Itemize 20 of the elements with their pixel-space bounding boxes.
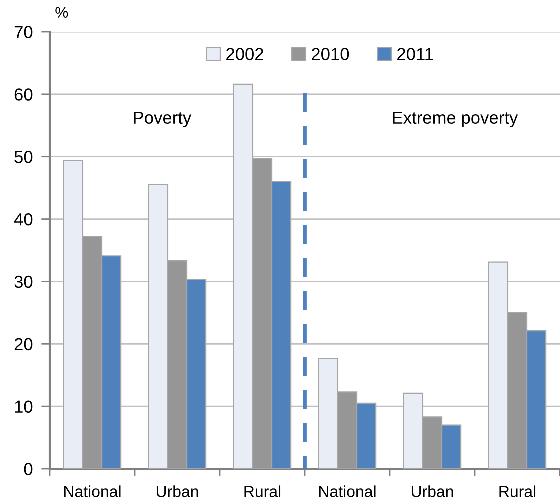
y-tick-label: 20 bbox=[14, 338, 33, 351]
x-tick-label: National bbox=[320, 486, 376, 498]
x-tick-label: Urban bbox=[156, 486, 198, 498]
legend-label: 2011 bbox=[398, 48, 434, 60]
y-tick-label: 70 bbox=[14, 26, 33, 38]
y-tick-label: 0 bbox=[24, 463, 33, 476]
y-tick-label: 50 bbox=[14, 151, 33, 164]
y-tick-label: 10 bbox=[15, 400, 33, 414]
x-tick-label: Rural bbox=[500, 486, 536, 498]
annotation: Extreme poverty bbox=[393, 112, 518, 128]
legend-label: 2002 bbox=[226, 48, 264, 60]
x-tick-label: Urban bbox=[412, 486, 454, 498]
y-tick-label: 60 bbox=[14, 88, 33, 101]
y-tick-label: 30 bbox=[14, 276, 33, 288]
x-tick-label: National bbox=[64, 486, 121, 498]
x-tick-label: Rural bbox=[244, 486, 281, 498]
y-tick-label: 40 bbox=[14, 213, 33, 226]
legend-label: 2010 bbox=[312, 48, 350, 60]
y-axis-title: % bbox=[56, 7, 68, 18]
annotation: Poverty bbox=[134, 112, 192, 128]
